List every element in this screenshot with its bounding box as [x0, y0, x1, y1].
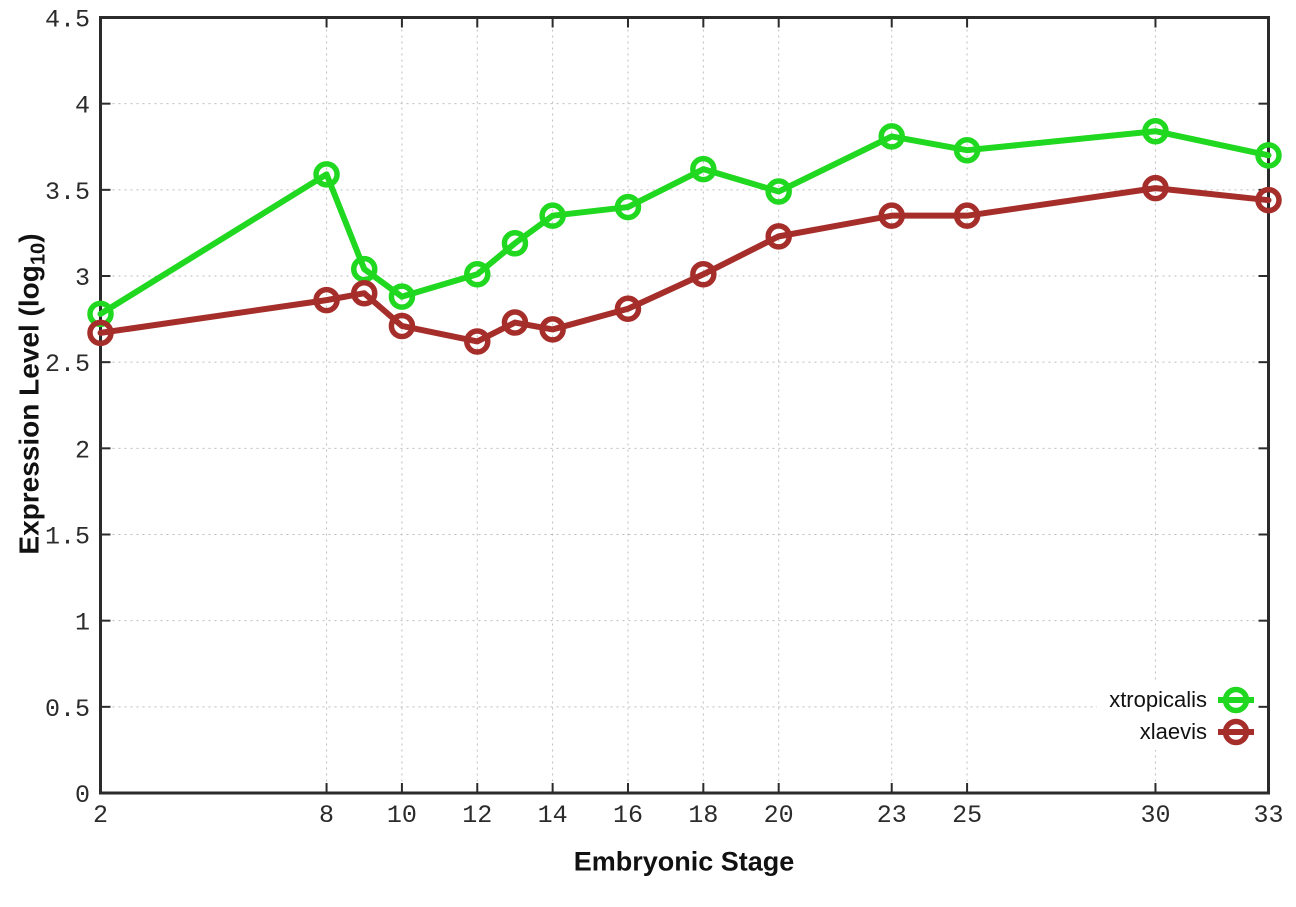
svg-text:3.5: 3.5 [45, 178, 90, 207]
data-point-xtropicalis [350, 255, 378, 283]
data-point-xlaevis [690, 261, 717, 288]
svg-text:1: 1 [75, 609, 90, 638]
data-point-xtropicalis [464, 261, 491, 288]
data-point-xtropicalis [1142, 117, 1169, 145]
y-axis-label-text: Expression Level (log [13, 265, 45, 555]
legend-marker-xtropicalis-icon [1218, 686, 1254, 714]
svg-text:1.5: 1.5 [45, 523, 90, 552]
series-xtropicalis [87, 117, 1282, 328]
y-axis-label: Expression Level (log10) [14, 233, 51, 554]
svg-text:0: 0 [75, 781, 90, 810]
svg-text:12: 12 [462, 801, 492, 830]
svg-text:10: 10 [387, 801, 417, 830]
svg-text:30: 30 [1140, 801, 1170, 830]
data-point-xlaevis [614, 295, 642, 322]
svg-text:23: 23 [877, 801, 907, 830]
y-axis-label-close: ) [13, 233, 45, 243]
data-point-xlaevis [464, 328, 491, 355]
data-point-xlaevis [313, 286, 340, 314]
legend-label-xtropicalis: xtropicalis [1109, 687, 1207, 712]
svg-text:25: 25 [952, 801, 982, 830]
svg-text:8: 8 [319, 801, 334, 830]
y-tick-labels: 0 0.5 1 1.5 2 2.5 3 3.5 4 4.5 [45, 6, 90, 811]
series-xlaevis [87, 174, 1282, 355]
data-point-xlaevis [388, 312, 416, 340]
data-point-xlaevis [765, 223, 792, 250]
y-axis-label-subscript: 10 [27, 242, 50, 266]
svg-text:16: 16 [613, 801, 643, 830]
x-tick-labels: 2 8 10 12 14 16 18 20 23 25 30 33 [93, 801, 1284, 830]
data-point-xtropicalis [765, 178, 792, 205]
svg-text:2: 2 [93, 801, 108, 830]
legend-marker-xlaevis-icon [1218, 718, 1254, 746]
svg-text:2: 2 [75, 436, 90, 465]
data-point-xtropicalis [388, 283, 416, 310]
data-point-xtropicalis [501, 230, 529, 257]
data-point-xlaevis [87, 319, 114, 347]
legend-item-xlaevis: xlaevis [1109, 716, 1256, 748]
svg-text:14: 14 [538, 801, 568, 830]
svg-text:2.5: 2.5 [45, 350, 90, 379]
data-point-xtropicalis [690, 155, 717, 183]
svg-text:33: 33 [1253, 801, 1283, 830]
legend-label-xlaevis: xlaevis [1139, 719, 1207, 744]
svg-text:4.5: 4.5 [45, 6, 90, 35]
svg-text:3: 3 [75, 264, 90, 293]
svg-text:20: 20 [764, 801, 794, 830]
data-point-xlaevis [953, 202, 981, 229]
data-point-xtropicalis [614, 193, 642, 221]
svg-text:0.5: 0.5 [45, 695, 90, 724]
legend-item-xtropicalis: xtropicalis [1109, 684, 1256, 716]
data-point-xtropicalis [878, 123, 905, 150]
data-point-xtropicalis [953, 136, 981, 164]
svg-text:18: 18 [688, 801, 718, 830]
data-point-xtropicalis [313, 161, 340, 188]
data-point-xlaevis [539, 316, 566, 343]
data-point-xlaevis [1142, 174, 1169, 202]
data-point-xlaevis [350, 279, 378, 307]
svg-text:4: 4 [75, 92, 90, 121]
data-point-xlaevis [501, 309, 529, 336]
tick-marks [99, 16, 1270, 794]
data-point-xlaevis [878, 202, 905, 229]
grid-lines [100, 17, 1269, 793]
legend: xtropicalis xlaevis [1097, 682, 1256, 750]
plot-frame [99, 16, 1270, 795]
x-axis-label: Embryonic Stage [573, 846, 795, 877]
data-point-xtropicalis [539, 202, 566, 229]
data-point-xtropicalis [1255, 142, 1282, 169]
data-point-xlaevis [1255, 186, 1282, 214]
